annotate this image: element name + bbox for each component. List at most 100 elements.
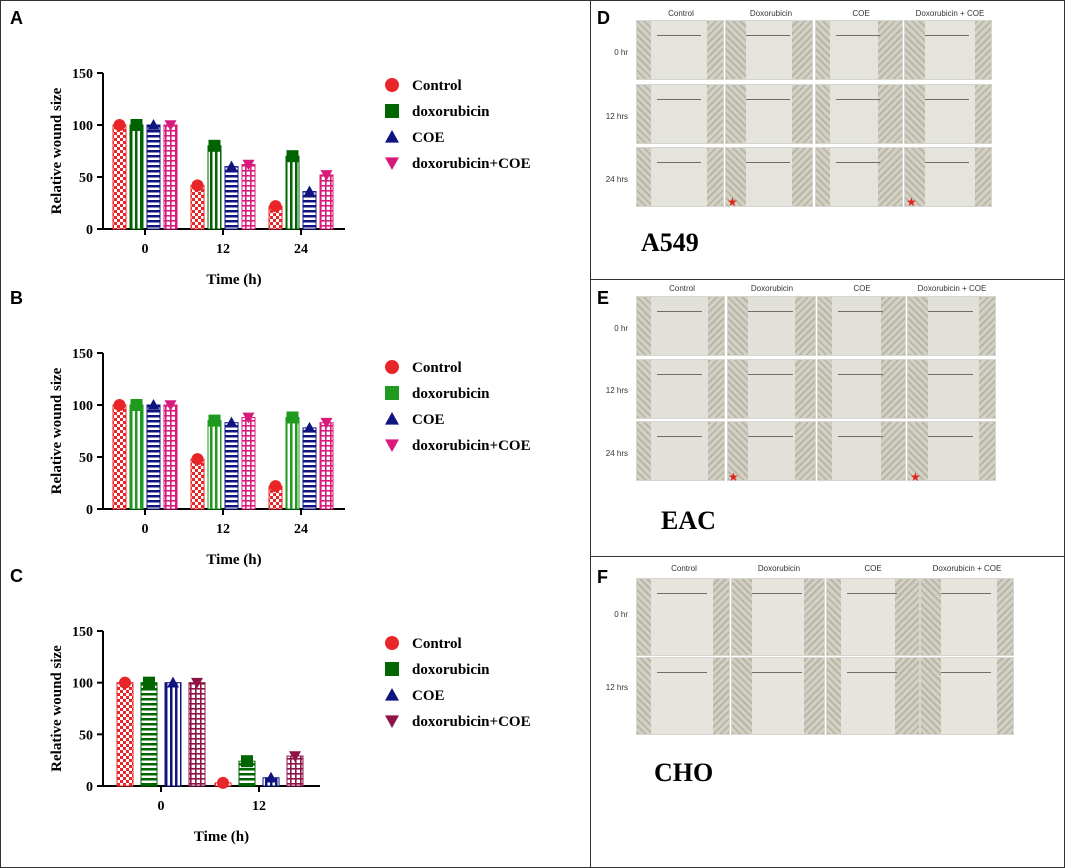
measurement-line	[838, 436, 883, 437]
bar	[190, 184, 205, 230]
measurement-line	[925, 99, 969, 100]
legend-label: COE	[412, 688, 445, 704]
x-tick-label: 0	[142, 522, 149, 537]
bar	[146, 124, 161, 230]
cell-front-right	[895, 579, 919, 655]
data-point-marker	[147, 119, 160, 130]
cell-front-right	[979, 422, 995, 480]
data-point-marker	[286, 411, 299, 424]
cell-line-label-f: CHO	[654, 758, 714, 787]
x-tick-label: 12	[216, 242, 230, 257]
x-tick-label: 0	[158, 799, 165, 814]
bar	[140, 682, 158, 787]
data-point-marker	[208, 139, 221, 152]
data-point-marker	[320, 170, 333, 181]
cell-front-right	[795, 297, 815, 355]
bar	[163, 404, 178, 510]
data-point-marker	[242, 412, 255, 424]
bar	[241, 164, 256, 230]
y-tick-label: 150	[72, 347, 93, 362]
legend-marker	[385, 662, 399, 676]
bar	[129, 124, 144, 230]
panel-letter-b: B	[10, 288, 23, 308]
measurement-line	[928, 311, 973, 312]
cell-front-right	[878, 85, 902, 143]
legend-marker	[385, 439, 399, 452]
panel-letter-c: C	[10, 566, 23, 586]
cell-front-right	[795, 422, 815, 480]
column-header: COE	[864, 564, 882, 573]
bar	[285, 155, 300, 230]
microscopy-image	[727, 359, 816, 419]
cell-front-left	[908, 360, 928, 418]
measurement-line	[657, 311, 702, 312]
column-header: Control	[671, 564, 697, 573]
data-point-marker	[208, 414, 221, 427]
data-point-marker	[191, 453, 204, 466]
data-point-marker	[164, 120, 177, 131]
y-tick-label: 0	[86, 223, 93, 238]
microscopy-image	[920, 657, 1014, 735]
measurement-line	[836, 99, 880, 100]
microscopy-image	[636, 296, 725, 356]
cell-front-left	[921, 658, 941, 734]
data-point-marker	[147, 399, 160, 410]
y-tick-label: 150	[72, 67, 93, 82]
cell-front-right	[707, 85, 723, 143]
panel-letter-d: D	[597, 8, 610, 28]
cell-front-left	[818, 422, 832, 480]
microscopy-image	[636, 20, 724, 80]
significance-star: ★	[728, 470, 739, 484]
microscopy-image	[731, 657, 825, 735]
cell-front-left	[637, 21, 651, 79]
column-header: COE	[853, 284, 871, 293]
measurement-line	[847, 593, 897, 594]
x-axis-title: Time (h)	[194, 829, 249, 845]
legend-label: doxorubicin+COE	[412, 438, 531, 454]
measurement-line	[657, 35, 701, 36]
cell-front-right	[975, 85, 991, 143]
microscopy-image	[731, 578, 825, 656]
measurement-line	[925, 35, 969, 36]
data-point-marker	[167, 676, 179, 688]
cell-front-right	[878, 21, 902, 79]
data-point-marker	[269, 480, 282, 493]
bar	[319, 174, 334, 230]
row-header: 12 hrs	[605, 683, 628, 692]
cell-front-right	[881, 422, 905, 480]
measurement-line	[748, 311, 793, 312]
cell-front-right	[975, 21, 991, 79]
cell-front-left	[637, 360, 651, 418]
data-point-marker	[303, 421, 316, 433]
y-tick-label: 0	[86, 780, 93, 795]
bar	[164, 682, 182, 787]
cell-front-left	[728, 297, 748, 355]
microscopy-image	[904, 20, 992, 80]
microscopy-image	[826, 578, 920, 656]
bar	[188, 682, 206, 787]
cell-front-left	[726, 21, 746, 79]
x-tick-label: 24	[294, 522, 308, 537]
cell-front-left	[637, 579, 651, 655]
x-tick-label: 24	[294, 242, 308, 257]
cell-front-left	[728, 422, 748, 480]
data-point-marker	[113, 399, 126, 411]
measurement-line	[748, 436, 793, 437]
measurement-line	[847, 672, 897, 673]
row-header: 0 hr	[614, 324, 628, 333]
data-point-marker	[286, 150, 299, 163]
x-axis-title: Time (h)	[206, 272, 261, 288]
y-tick-label: 150	[72, 625, 93, 640]
measurement-line	[746, 99, 790, 100]
cell-front-right	[708, 297, 724, 355]
cell-front-left	[726, 85, 746, 143]
data-point-marker	[164, 400, 177, 411]
bar	[302, 191, 317, 230]
cell-front-right	[979, 360, 995, 418]
measurement-line	[746, 35, 790, 36]
legend-label: doxorubicin+COE	[412, 156, 531, 172]
data-point-marker	[130, 399, 143, 411]
microscopy-image	[636, 359, 725, 419]
bar	[224, 422, 239, 510]
